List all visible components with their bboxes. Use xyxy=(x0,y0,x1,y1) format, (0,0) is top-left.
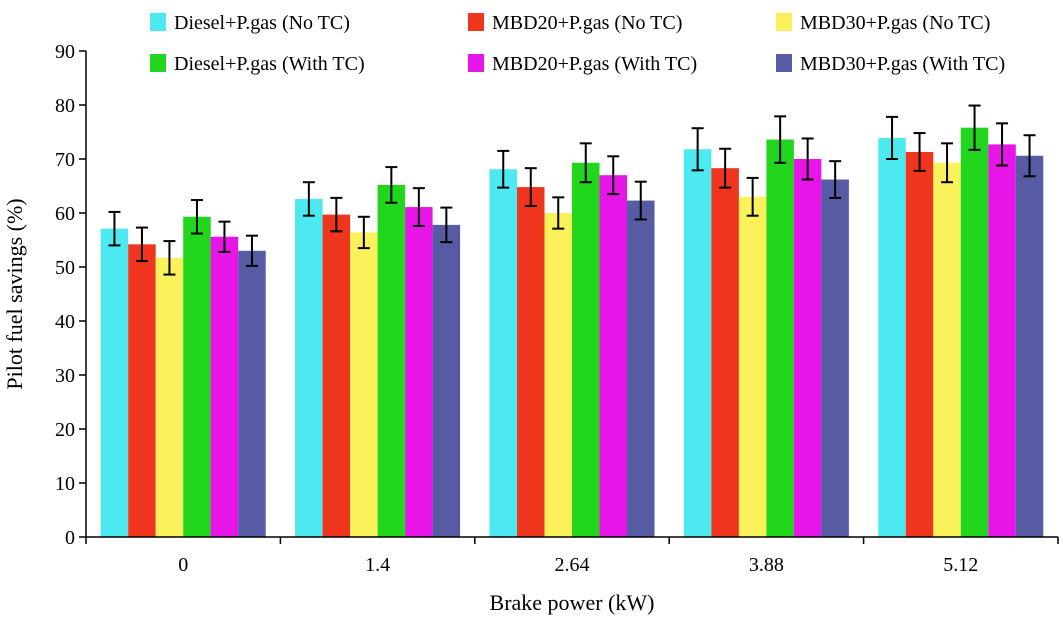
bar xyxy=(517,187,545,537)
bar xyxy=(350,232,378,537)
bar xyxy=(432,224,461,537)
bar xyxy=(1015,155,1044,537)
axes: 0 10 20 30 40 50 60 70 80 90 0 1.4 2.64 3.88 5.12 xyxy=(55,41,1059,576)
bar xyxy=(878,137,906,537)
bar xyxy=(155,257,184,537)
bar xyxy=(627,200,655,537)
y-tick-label: 50 xyxy=(55,257,75,279)
bar xyxy=(100,228,129,537)
legend-swatch xyxy=(776,13,792,31)
bars xyxy=(100,127,1044,538)
x-tick-label: 1.4 xyxy=(365,554,390,576)
bar xyxy=(711,168,739,537)
x-tick-label: 5.12 xyxy=(943,554,978,576)
error-bars xyxy=(108,104,1036,276)
bar xyxy=(988,144,1016,538)
bar xyxy=(183,216,211,537)
bar xyxy=(933,162,961,537)
x-tick-label: 3.88 xyxy=(749,554,784,576)
bar xyxy=(405,207,433,537)
bar xyxy=(489,169,517,537)
bar xyxy=(683,149,712,537)
legend-label: MBD20+P.gas (With TC) xyxy=(492,53,697,75)
legend-label: Diesel+P.gas (With TC) xyxy=(174,53,365,75)
x-tick-label: 0 xyxy=(178,554,188,576)
bar xyxy=(793,159,822,537)
legend-swatch xyxy=(776,54,792,72)
x-axis-label: Brake power (kW) xyxy=(490,590,655,615)
legend-swatch xyxy=(468,13,484,31)
y-tick-label: 0 xyxy=(65,527,75,549)
legend-swatch xyxy=(468,54,484,72)
legend-label: MBD20+P.gas (No TC) xyxy=(492,12,682,34)
y-tick-label: 10 xyxy=(55,473,75,495)
y-tick-label: 90 xyxy=(55,41,75,63)
legend: Diesel+P.gas (No TC) MBD20+P.gas (No TC) M… xyxy=(150,12,1005,75)
legend-label: Diesel+P.gas (No TC) xyxy=(174,12,350,34)
y-tick-label: 80 xyxy=(55,95,75,117)
bar xyxy=(295,198,323,537)
y-axis-label: Pilot fuel savings (%) xyxy=(2,198,27,389)
legend-label: MBD30+P.gas (No TC) xyxy=(800,12,990,34)
bar xyxy=(377,184,406,538)
y-tick-label: 30 xyxy=(55,365,75,387)
legend-swatch xyxy=(150,54,166,72)
legend-swatch xyxy=(150,13,166,31)
bar xyxy=(599,175,627,537)
bar xyxy=(128,244,156,537)
bar xyxy=(322,214,351,537)
x-ticks: 0 1.4 2.64 3.88 5.12 xyxy=(85,537,1059,576)
bar xyxy=(766,139,794,537)
bar xyxy=(821,179,849,537)
bar xyxy=(905,151,934,538)
bar xyxy=(238,250,266,538)
legend-label: MBD30+P.gas (With TC) xyxy=(800,53,1005,75)
y-tick-label: 40 xyxy=(55,311,75,333)
bar xyxy=(544,213,572,537)
bar xyxy=(572,162,600,537)
y-tick-label: 20 xyxy=(55,419,75,441)
y-tick-label: 70 xyxy=(55,149,75,171)
bar xyxy=(210,236,239,537)
bar xyxy=(738,196,767,538)
y-tick-label: 60 xyxy=(55,203,75,225)
y-ticks: 0 10 20 30 40 50 60 70 80 90 xyxy=(55,41,86,549)
bar xyxy=(960,127,989,538)
x-tick-label: 2.64 xyxy=(555,554,590,576)
